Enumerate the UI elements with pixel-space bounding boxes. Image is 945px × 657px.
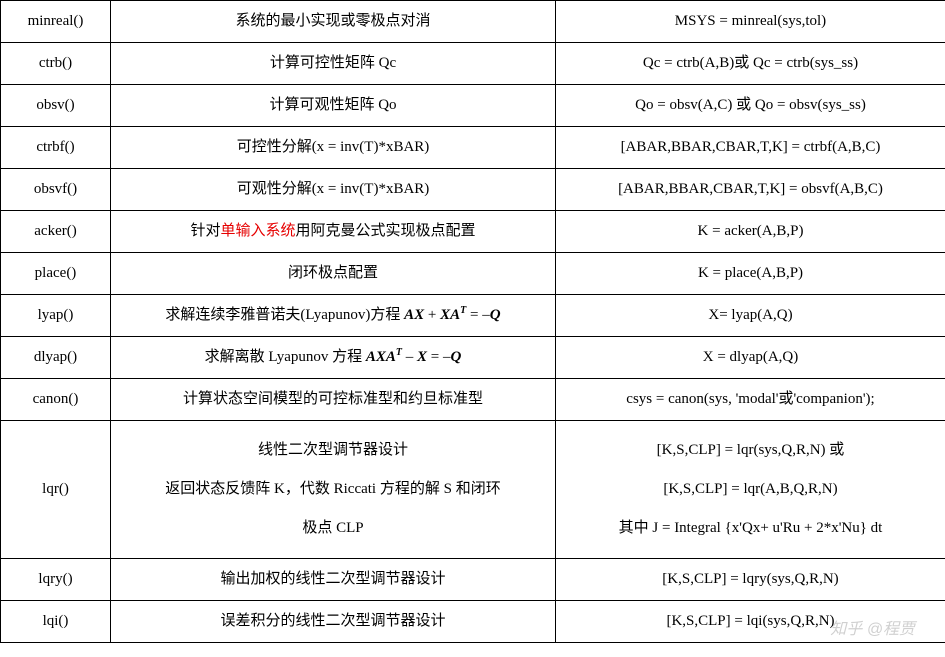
table-row: minreal()系统的最小实现或零极点对消MSYS = minreal(sys… xyxy=(1,1,945,43)
fn-usage-cell: [K,S,CLP] = lqi(sys,Q,R,N) xyxy=(556,601,945,643)
table-row: acker()针对单输入系统用阿克曼公式实现极点配置K = acker(A,B,… xyxy=(1,211,945,253)
fn-desc-cell: 误差积分的线性二次型调节器设计 xyxy=(111,601,556,643)
table-row: ctrbf()可控性分解(x = inv(T)*xBAR)[ABAR,BBAR,… xyxy=(1,127,945,169)
fn-usage-cell: [ABAR,BBAR,CBAR,T,K] = obsvf(A,B,C) xyxy=(556,169,945,211)
fn-usage-cell: X = dlyap(A,Q) xyxy=(556,337,945,379)
fn-desc-cell: 输出加权的线性二次型调节器设计 xyxy=(111,559,556,601)
table-row: obsv()计算可观性矩阵 QoQo = obsv(A,C) 或 Qo = ob… xyxy=(1,85,945,127)
fn-desc-cell: 针对单输入系统用阿克曼公式实现极点配置 xyxy=(111,211,556,253)
table-row: canon()计算状态空间模型的可控标准型和约旦标准型csys = canon(… xyxy=(1,379,945,421)
table-row: lqr()线性二次型调节器设计返回状态反馈阵 K，代数 Riccati 方程的解… xyxy=(1,421,945,559)
fn-name-cell: lqr() xyxy=(1,421,111,559)
fn-usage-cell: K = acker(A,B,P) xyxy=(556,211,945,253)
fn-desc-cell: 可控性分解(x = inv(T)*xBAR) xyxy=(111,127,556,169)
fn-desc-cell: 可观性分解(x = inv(T)*xBAR) xyxy=(111,169,556,211)
fn-name-cell: acker() xyxy=(1,211,111,253)
fn-desc-cell: 求解连续李雅普诺夫(Lyapunov)方程 AX + XAT = –Q xyxy=(111,295,556,337)
fn-usage-cell: K = place(A,B,P) xyxy=(556,253,945,295)
fn-desc-cell: 闭环极点配置 xyxy=(111,253,556,295)
fn-desc-cell: 求解离散 Lyapunov 方程 AXAT – X = –Q xyxy=(111,337,556,379)
fn-usage-cell: csys = canon(sys, 'modal'或'companion'); xyxy=(556,379,945,421)
fn-name-cell: ctrb() xyxy=(1,43,111,85)
fn-desc-cell: 系统的最小实现或零极点对消 xyxy=(111,1,556,43)
table-row: place()闭环极点配置K = place(A,B,P) xyxy=(1,253,945,295)
fn-name-cell: lqry() xyxy=(1,559,111,601)
fn-usage-cell: Qc = ctrb(A,B)或 Qc = ctrb(sys_ss) xyxy=(556,43,945,85)
fn-name-cell: ctrbf() xyxy=(1,127,111,169)
table-row: obsvf()可观性分解(x = inv(T)*xBAR)[ABAR,BBAR,… xyxy=(1,169,945,211)
fn-name-cell: lqi() xyxy=(1,601,111,643)
fn-usage-cell: MSYS = minreal(sys,tol) xyxy=(556,1,945,43)
fn-usage-cell: [K,S,CLP] = lqr(sys,Q,R,N) 或[K,S,CLP] = … xyxy=(556,421,945,559)
table-row: lqi()误差积分的线性二次型调节器设计[K,S,CLP] = lqi(sys,… xyxy=(1,601,945,643)
fn-desc-cell: 线性二次型调节器设计返回状态反馈阵 K，代数 Riccati 方程的解 S 和闭… xyxy=(111,421,556,559)
fn-name-cell: minreal() xyxy=(1,1,111,43)
fn-name-cell: dlyap() xyxy=(1,337,111,379)
fn-name-cell: obsv() xyxy=(1,85,111,127)
fn-name-cell: place() xyxy=(1,253,111,295)
table-row: lqry()输出加权的线性二次型调节器设计[K,S,CLP] = lqry(sy… xyxy=(1,559,945,601)
fn-usage-cell: [K,S,CLP] = lqry(sys,Q,R,N) xyxy=(556,559,945,601)
table-row: ctrb()计算可控性矩阵 QcQc = ctrb(A,B)或 Qc = ctr… xyxy=(1,43,945,85)
fn-desc-cell: 计算可控性矩阵 Qc xyxy=(111,43,556,85)
fn-usage-cell: [ABAR,BBAR,CBAR,T,K] = ctrbf(A,B,C) xyxy=(556,127,945,169)
table-row: dlyap()求解离散 Lyapunov 方程 AXAT – X = –QX =… xyxy=(1,337,945,379)
fn-name-cell: obsvf() xyxy=(1,169,111,211)
fn-name-cell: lyap() xyxy=(1,295,111,337)
function-reference-table: minreal()系统的最小实现或零极点对消MSYS = minreal(sys… xyxy=(0,0,945,643)
table-row: lyap()求解连续李雅普诺夫(Lyapunov)方程 AX + XAT = –… xyxy=(1,295,945,337)
fn-desc-cell: 计算可观性矩阵 Qo xyxy=(111,85,556,127)
fn-desc-cell: 计算状态空间模型的可控标准型和约旦标准型 xyxy=(111,379,556,421)
fn-usage-cell: X= lyap(A,Q) xyxy=(556,295,945,337)
fn-name-cell: canon() xyxy=(1,379,111,421)
fn-usage-cell: Qo = obsv(A,C) 或 Qo = obsv(sys_ss) xyxy=(556,85,945,127)
